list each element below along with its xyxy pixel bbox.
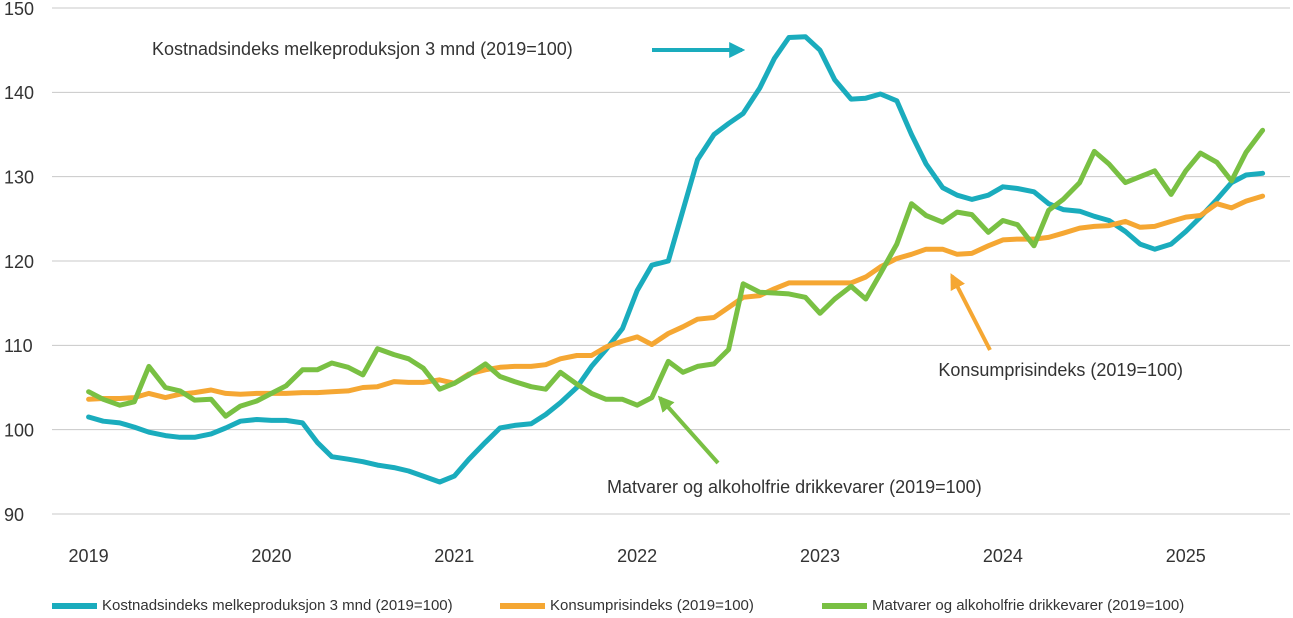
y-tick-label: 90	[4, 505, 24, 525]
legend-label: Matvarer og alkoholfrie drikkevarer (201…	[872, 597, 1184, 614]
series-line	[86, 34, 1266, 485]
arrow	[657, 395, 720, 465]
x-tick-label: 2019	[69, 546, 109, 566]
annotation: Matvarer og alkoholfrie drikkevarer (201…	[607, 477, 982, 497]
y-tick-label: 110	[4, 336, 33, 356]
y-tick-label: 150	[4, 0, 34, 19]
annotation: Kostnadsindeks melkeproduksjon 3 mnd (20…	[152, 39, 573, 59]
x-tick-label: 2024	[983, 546, 1023, 566]
x-tick-label: 2022	[617, 546, 657, 566]
arrow	[950, 273, 992, 351]
x-tick-label: 2025	[1166, 546, 1206, 566]
legend-label: Konsumprisindeks (2019=100)	[550, 597, 754, 614]
annotation: Konsumprisindeks (2019=100)	[938, 360, 1183, 380]
y-tick-label: 130	[4, 167, 34, 187]
y-tick-label: 140	[4, 83, 34, 103]
legend-label: Kostnadsindeks melkeproduksjon 3 mnd (20…	[102, 597, 453, 614]
series-line	[86, 193, 1266, 402]
x-tick-label: 2020	[251, 546, 291, 566]
x-tick-label: 2021	[434, 546, 474, 566]
series-line	[86, 127, 1266, 419]
x-tick-label: 2023	[800, 546, 840, 566]
y-tick-label: 120	[4, 252, 34, 272]
y-tick-label: 100	[4, 420, 34, 440]
